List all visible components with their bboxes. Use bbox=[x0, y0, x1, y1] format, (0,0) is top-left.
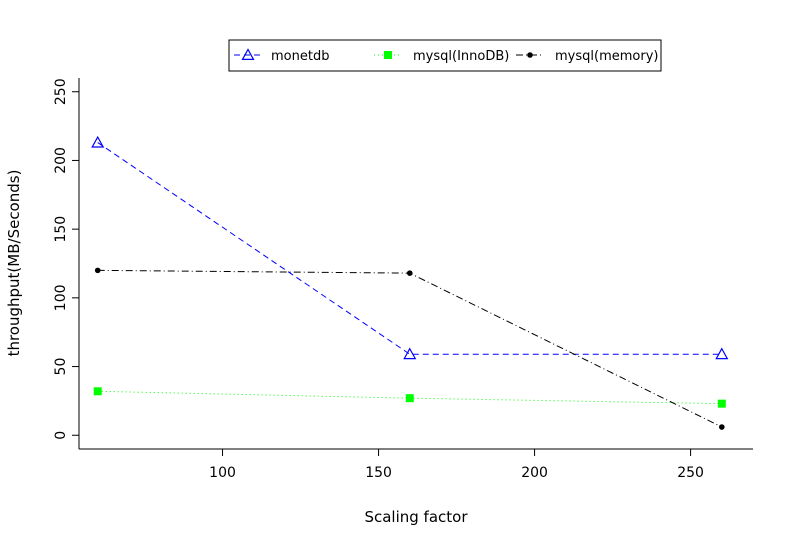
series-line bbox=[97, 142, 722, 355]
data-point bbox=[91, 135, 105, 148]
y-tick-label: 100 bbox=[53, 284, 69, 311]
data-point bbox=[405, 394, 414, 403]
data-point bbox=[93, 387, 102, 396]
legend-marker bbox=[241, 48, 255, 61]
y-tick-label: 200 bbox=[53, 147, 69, 174]
legend: monetdb mysql(InnoDB) mysql(memory) bbox=[228, 39, 662, 72]
legend-label: monetdb bbox=[271, 49, 329, 64]
series-2 bbox=[94, 267, 725, 430]
legend-item-0: monetdb bbox=[234, 48, 329, 64]
legend-marker bbox=[384, 51, 392, 59]
legend-item-2: mysql(memory) bbox=[516, 49, 658, 64]
data-point bbox=[717, 399, 726, 408]
data-point bbox=[403, 347, 417, 360]
legend-label: mysql(memory) bbox=[555, 49, 658, 64]
series-1 bbox=[93, 387, 726, 408]
data-point bbox=[715, 347, 729, 360]
data-point bbox=[94, 267, 101, 274]
y-tick-label: 0 bbox=[53, 431, 69, 440]
legend-item-1: mysql(InnoDB) bbox=[374, 49, 509, 64]
axes: 100 150 200 250 0 50 100 150 200 250 bbox=[53, 78, 753, 481]
legend-marker bbox=[527, 52, 533, 58]
y-tick-label: 50 bbox=[53, 358, 69, 376]
x-tick-label: 150 bbox=[365, 465, 392, 481]
data-point bbox=[406, 270, 413, 276]
data-point bbox=[718, 424, 725, 430]
series-layer bbox=[91, 135, 729, 430]
x-tick-label: 100 bbox=[209, 465, 236, 481]
y-tick-label: 150 bbox=[53, 216, 69, 243]
y-tick-label: 250 bbox=[53, 78, 69, 105]
y-axis-title: throughput(MB/Seconds) bbox=[5, 170, 23, 357]
legend-label: mysql(InnoDB) bbox=[413, 49, 509, 64]
x-tick-label: 200 bbox=[521, 465, 548, 481]
series-0 bbox=[91, 135, 729, 360]
legend-box bbox=[228, 39, 662, 72]
x-axis-title: Scaling factor bbox=[364, 508, 468, 526]
x-tick-label: 250 bbox=[677, 465, 704, 481]
